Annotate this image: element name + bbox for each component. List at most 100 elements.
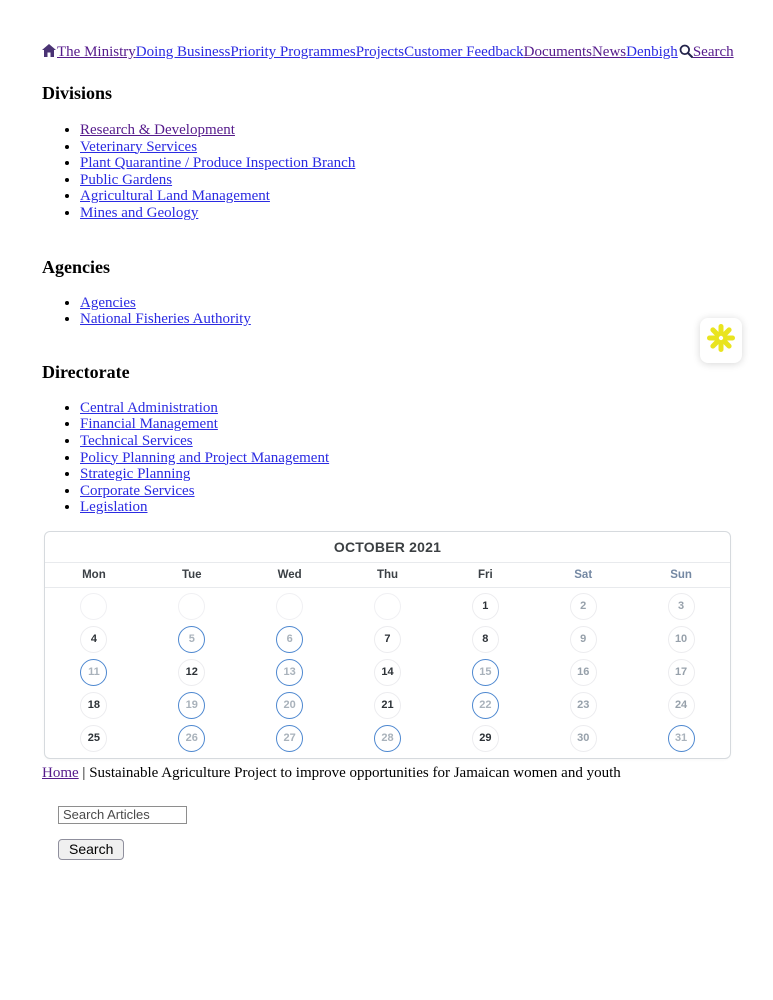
list-item: Veterinary Services (80, 139, 731, 156)
calendar-day[interactable]: 11 (80, 658, 108, 686)
list-item: Mines and Geology (80, 205, 731, 222)
yellow-asterisk-accessibility-icon (706, 323, 736, 358)
directorate-list: Central Administration Financial Managem… (42, 400, 731, 516)
event-calendar: OCTOBER 2021 Mon Tue Wed Thu Fri Sat Sun… (44, 530, 731, 759)
directorate-link-policy-planning[interactable]: Policy Planning and Project Management (80, 449, 330, 466)
calendar-day[interactable]: 21 (373, 691, 401, 719)
division-link-agricultural-land[interactable]: Agricultural Land Management (80, 188, 270, 205)
search-articles-input[interactable] (58, 805, 187, 824)
article-search: Search (58, 805, 731, 860)
list-item: Agencies (80, 295, 731, 312)
calendar-day[interactable]: 4 (80, 625, 108, 653)
list-item: Agricultural Land Management (80, 188, 731, 205)
agency-link-national-fisheries[interactable]: National Fisheries Authority (80, 311, 251, 328)
weekday-label: Tue (181, 568, 202, 581)
calendar-day[interactable]: 9 (569, 625, 597, 653)
calendar-day[interactable]: 26 (178, 724, 206, 752)
calendar-day[interactable]: 31 (667, 724, 695, 752)
calendar-day[interactable]: 18 (80, 691, 108, 719)
calendar-day[interactable]: 17 (667, 658, 695, 686)
calendar-day[interactable]: 29 (471, 724, 499, 752)
calendar-day[interactable]: 2 (569, 592, 597, 620)
directorate-link-strategic-planning[interactable]: Strategic Planning (80, 466, 191, 483)
directorate-link-corporate-services[interactable]: Corporate Services (80, 482, 195, 499)
division-link-public-gardens[interactable]: Public Gardens (80, 171, 173, 188)
breadcrumb-separator: | (78, 764, 90, 781)
calendar-day[interactable]: 22 (471, 691, 499, 719)
magnifier-icon[interactable] (679, 44, 693, 62)
calendar-day[interactable]: 19 (178, 691, 206, 719)
weekday-label: Mon (82, 568, 106, 581)
calendar-day[interactable]: 20 (276, 691, 304, 719)
section-heading-agencies: Agencies (42, 256, 110, 277)
calendar-day[interactable]: 27 (276, 724, 304, 752)
calendar-day[interactable]: 5 (178, 625, 206, 653)
nav-link-projects[interactable]: Projects (355, 44, 405, 60)
calendar-day-grid: 1 2 3 4 5 6 7 8 9 10 11 12 13 14 15 16 1… (45, 588, 730, 758)
agencies-list: Agencies National Fisheries Authority (42, 295, 731, 328)
directorate-link-financial-management[interactable]: Financial Management (80, 416, 218, 433)
weekday-label: Wed (277, 568, 302, 581)
divisions-list: Research & Development Veterinary Servic… (42, 122, 731, 222)
breadcrumb: Home | Sustainable Agriculture Project t… (42, 765, 731, 782)
accessibility-widget-button[interactable] (700, 318, 742, 363)
division-link-mines-geology[interactable]: Mines and Geology (80, 204, 199, 221)
list-item: Central Administration (80, 400, 731, 417)
calendar-month-title: OCTOBER 2021 (45, 532, 730, 563)
page-content: The MinistryDoing BusinessPriority Progr… (0, 0, 731, 860)
list-item: Technical Services (80, 433, 731, 450)
calendar-day[interactable]: 14 (373, 658, 401, 686)
calendar-day[interactable]: 13 (276, 658, 304, 686)
calendar-day[interactable]: 7 (373, 625, 401, 653)
list-item: Strategic Planning (80, 466, 731, 483)
agency-link-agencies[interactable]: Agencies (80, 294, 136, 311)
section-heading-directorate: Directorate (42, 361, 130, 382)
nav-link-priority-programmes[interactable]: Priority Programmes (230, 44, 356, 60)
list-item: Public Gardens (80, 172, 731, 189)
home-icon[interactable] (42, 44, 56, 61)
calendar-day[interactable]: 25 (80, 724, 108, 752)
calendar-day[interactable] (373, 592, 401, 620)
directorate-link-central-administration[interactable]: Central Administration (80, 399, 218, 416)
calendar-day[interactable]: 1 (471, 592, 499, 620)
search-articles-button[interactable]: Search (58, 838, 125, 860)
calendar-day[interactable]: 23 (569, 691, 597, 719)
directorate-link-technical-services[interactable]: Technical Services (80, 432, 193, 449)
calendar-weekday-header: Mon Tue Wed Thu Fri Sat Sun (45, 563, 730, 588)
list-item: Research & Development (80, 122, 731, 139)
calendar-day[interactable]: 30 (569, 724, 597, 752)
calendar-day[interactable] (276, 592, 304, 620)
calendar-day[interactable]: 10 (667, 625, 695, 653)
nav-link-doing-business[interactable]: Doing Business (135, 44, 231, 60)
calendar-day[interactable]: 24 (667, 691, 695, 719)
weekday-label: Thu (376, 568, 399, 581)
nav-link-search[interactable]: Search (692, 44, 734, 60)
nav-link-documents[interactable]: Documents (523, 44, 592, 60)
division-link-veterinary-services[interactable]: Veterinary Services (80, 138, 198, 155)
list-item: Financial Management (80, 416, 731, 433)
nav-link-the-ministry[interactable]: The Ministry (57, 44, 136, 60)
nav-link-customer-feedback[interactable]: Customer Feedback (404, 44, 524, 60)
division-link-plant-quarantine[interactable]: Plant Quarantine / Produce Inspection Br… (80, 155, 356, 172)
calendar-day[interactable]: 28 (373, 724, 401, 752)
breadcrumb-home-link[interactable]: Home (42, 764, 79, 781)
calendar-day[interactable]: 15 (471, 658, 499, 686)
list-item: Policy Planning and Project Management (80, 450, 731, 467)
list-item: Corporate Services (80, 483, 731, 500)
calendar-day[interactable]: 6 (276, 625, 304, 653)
breadcrumb-page-title: Sustainable Agriculture Project to impro… (89, 764, 621, 781)
calendar-day[interactable]: 12 (178, 658, 206, 686)
weekday-label: Fri (478, 568, 493, 581)
weekday-label: Sun (670, 568, 692, 581)
calendar-day[interactable]: 16 (569, 658, 597, 686)
calendar-day[interactable]: 3 (667, 592, 695, 620)
list-item: National Fisheries Authority (80, 311, 731, 328)
calendar-day[interactable]: 8 (471, 625, 499, 653)
calendar-day[interactable] (178, 592, 206, 620)
nav-link-denbigh[interactable]: Denbigh (626, 44, 678, 60)
nav-link-news[interactable]: News (591, 44, 627, 60)
top-navigation: The MinistryDoing BusinessPriority Progr… (42, 44, 734, 62)
division-link-research-development[interactable]: Research & Development (80, 122, 235, 138)
directorate-link-legislation[interactable]: Legislation (80, 499, 148, 516)
calendar-day[interactable] (80, 592, 108, 620)
